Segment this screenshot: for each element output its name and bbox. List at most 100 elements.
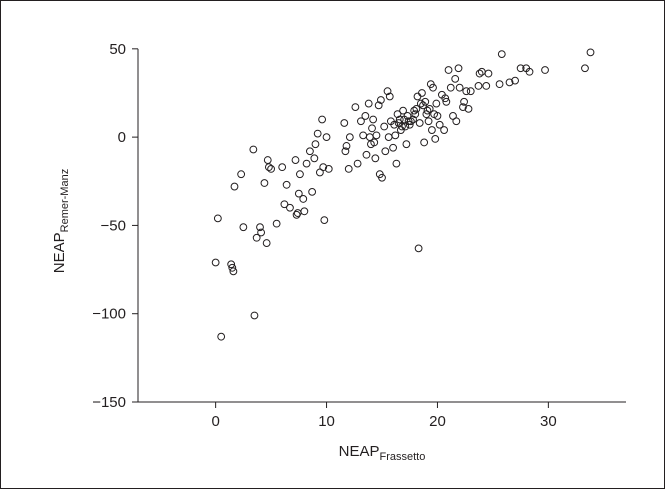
y-tick-label: −100 bbox=[92, 306, 126, 323]
data-point bbox=[213, 214, 222, 223]
data-point bbox=[380, 122, 389, 131]
data-point bbox=[263, 156, 272, 164]
data-point bbox=[252, 233, 261, 242]
data-point bbox=[374, 101, 383, 110]
data-point bbox=[423, 106, 432, 115]
data-point bbox=[320, 216, 329, 225]
data-point bbox=[393, 110, 402, 119]
data-point bbox=[454, 64, 463, 73]
data-point bbox=[342, 142, 351, 150]
data-point bbox=[415, 119, 424, 127]
data-point bbox=[319, 163, 328, 172]
data-point bbox=[421, 97, 430, 106]
data-point bbox=[414, 244, 423, 253]
data-point bbox=[404, 117, 413, 126]
data-point bbox=[429, 83, 437, 92]
y-axis-title: NEAPRemer-Manz bbox=[51, 169, 71, 273]
y-tick-label: 50 bbox=[109, 41, 126, 58]
data-point bbox=[420, 138, 429, 147]
data-point bbox=[278, 163, 287, 172]
x-tick-label: 30 bbox=[540, 413, 557, 430]
ticks: 0 10 20 30 50 0 −50 −100 −150 bbox=[92, 41, 557, 430]
data-point bbox=[228, 263, 237, 272]
y-tick-label: 0 bbox=[118, 129, 126, 146]
data-point bbox=[340, 119, 349, 127]
data-point bbox=[402, 140, 411, 149]
x-axis-title-main: NEAP bbox=[339, 443, 380, 460]
data-point bbox=[399, 106, 407, 115]
data-point bbox=[249, 145, 258, 154]
data-point bbox=[391, 131, 400, 140]
data-point bbox=[250, 311, 259, 320]
data-point bbox=[516, 64, 525, 73]
data-point bbox=[460, 97, 468, 106]
data-point bbox=[313, 129, 322, 138]
data-point bbox=[310, 154, 319, 163]
data-point bbox=[412, 104, 421, 113]
data-point bbox=[353, 159, 362, 168]
data-point bbox=[395, 115, 404, 124]
data-point bbox=[306, 147, 314, 156]
data-point bbox=[431, 134, 440, 143]
x-tick-label: 0 bbox=[211, 413, 219, 430]
data-point bbox=[361, 112, 370, 120]
data-point bbox=[291, 156, 300, 164]
data-point bbox=[428, 126, 436, 134]
data-point bbox=[237, 170, 246, 179]
data-point bbox=[364, 99, 373, 108]
data-point bbox=[581, 64, 589, 73]
data-point bbox=[411, 110, 420, 119]
data-point bbox=[416, 99, 425, 108]
data-point bbox=[296, 170, 304, 179]
data-point bbox=[357, 117, 365, 126]
data-point bbox=[257, 228, 266, 237]
data-point bbox=[293, 209, 302, 217]
data-point bbox=[272, 219, 281, 228]
data-point bbox=[299, 195, 308, 203]
data-point bbox=[446, 83, 455, 92]
data-point bbox=[435, 120, 444, 129]
data-point bbox=[282, 180, 291, 189]
data-point bbox=[267, 165, 275, 173]
data-point bbox=[362, 150, 371, 159]
data-point bbox=[484, 69, 493, 78]
data-point bbox=[359, 131, 368, 140]
data-point bbox=[474, 82, 483, 90]
data-point bbox=[409, 115, 417, 124]
data-point bbox=[280, 200, 289, 209]
data-point bbox=[308, 187, 317, 196]
data-point bbox=[418, 89, 426, 97]
data-point bbox=[351, 103, 360, 112]
data-point bbox=[464, 104, 473, 113]
data-point bbox=[376, 96, 385, 104]
data-point bbox=[345, 133, 354, 142]
data-point bbox=[475, 69, 484, 78]
data-point bbox=[318, 115, 327, 124]
data-point bbox=[390, 120, 399, 129]
data-point bbox=[229, 267, 238, 276]
data-point bbox=[389, 143, 397, 152]
data-point bbox=[462, 87, 471, 96]
data-point bbox=[292, 210, 301, 219]
data-point bbox=[211, 258, 220, 267]
data-point bbox=[256, 223, 264, 232]
y-tick-label: −150 bbox=[92, 394, 126, 411]
data-point bbox=[413, 92, 422, 101]
data-point bbox=[410, 106, 419, 115]
data-point bbox=[372, 131, 381, 140]
y-tick-label: −50 bbox=[101, 217, 126, 234]
data-point bbox=[444, 66, 453, 74]
data-point bbox=[294, 189, 303, 198]
data-point bbox=[227, 260, 236, 269]
data-point bbox=[341, 147, 350, 156]
data-point bbox=[262, 239, 271, 247]
data-point bbox=[300, 207, 309, 216]
data-point bbox=[383, 87, 392, 96]
data-point bbox=[433, 112, 442, 120]
x-axis-title: NEAPFrassetto bbox=[339, 443, 426, 463]
data-point bbox=[398, 122, 406, 131]
data-point bbox=[424, 117, 433, 126]
data-point bbox=[311, 140, 320, 149]
data-point bbox=[482, 82, 491, 90]
data-point bbox=[495, 80, 504, 89]
